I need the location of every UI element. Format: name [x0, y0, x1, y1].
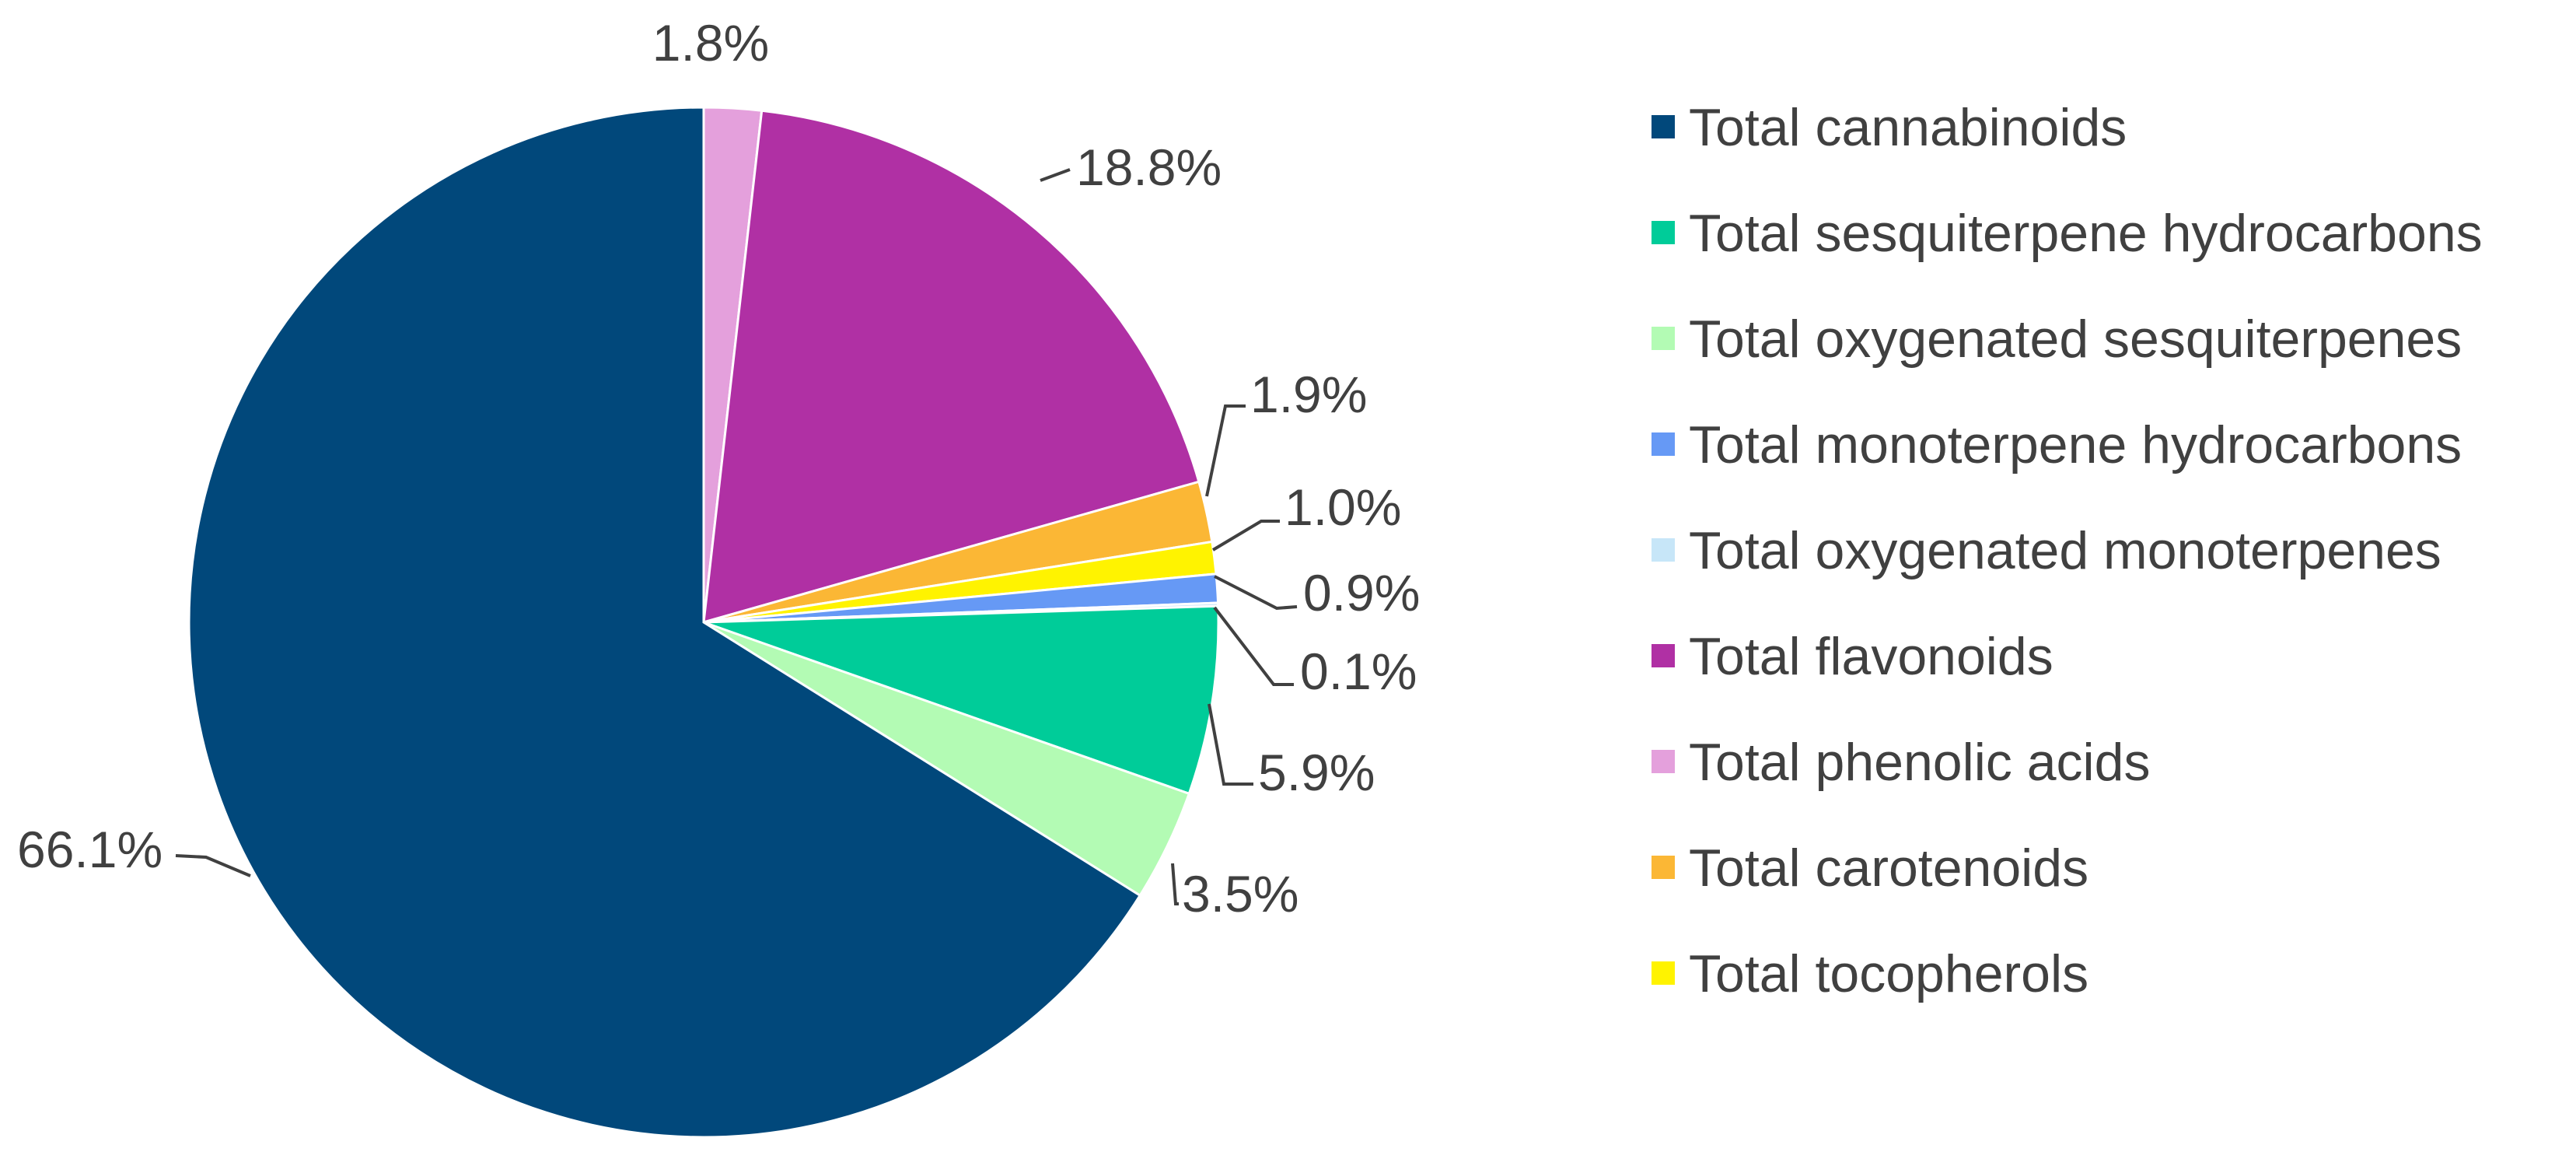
legend-swatch-total-carotenoids	[1652, 856, 1675, 879]
data-label-total-carotenoids: 1.9%	[1250, 366, 1367, 423]
leader-line-total-flavonoids	[1040, 168, 1071, 182]
legend-item-total-carotenoids: Total carotenoids	[1652, 839, 2088, 898]
legend-swatch-total-sesquiterpene-hydrocarbons	[1652, 221, 1675, 244]
data-label-total-oxygenated-monoterpenes: 0.1%	[1300, 643, 1417, 700]
pie-slice-total-flavonoids	[702, 109, 1201, 625]
leader-line-total-tocopherols	[1211, 520, 1280, 551]
data-label-total-sesquiterpene-hydrocarbons: 5.9%	[1258, 744, 1375, 801]
data-label-total-phenolic-acids: 1.8%	[652, 14, 769, 72]
leader-line-total-oxygenated-sesquiterpenes	[1171, 863, 1179, 905]
legend-item-total-flavonoids: Total flavonoids	[1652, 627, 2053, 686]
percentage-labels: 1.8% 18.8% 1.9% 1.0% 0.9% 0.1% 5.9% 3.5% 66.1%	[17, 14, 1420, 923]
legend-swatch-total-oxygenated-monoterpenes	[1652, 538, 1675, 562]
label-leader-lines	[175, 168, 1298, 905]
legend-label-total-phenolic-acids: Total phenolic acids	[1689, 733, 2150, 792]
legend-item-total-tocopherols: Total tocopherols	[1652, 944, 2088, 1003]
leader-line-total-oxygenated-monoterpenes	[1213, 606, 1294, 686]
legend-label-total-flavonoids: Total flavonoids	[1689, 627, 2053, 686]
legend-swatch-total-phenolic-acids	[1652, 750, 1675, 773]
legend-label-total-monoterpene-hydrocarbons: Total monoterpene hydrocarbons	[1689, 415, 2462, 474]
legend-swatch-total-oxygenated-sesquiterpenes	[1652, 327, 1675, 350]
data-label-total-flavonoids: 18.8%	[1076, 138, 1222, 196]
legend-swatch-total-flavonoids	[1652, 644, 1675, 667]
leader-line-total-sesquiterpene-hydrocarbons	[1208, 703, 1253, 786]
legend-item-total-cannabinoids: Total cannabinoids	[1652, 98, 2127, 157]
pie-slice-total-sesquiterpene-hydrocarbons	[703, 604, 1220, 796]
legend-label-total-cannabinoids: Total cannabinoids	[1689, 98, 2127, 157]
legend-label-total-carotenoids: Total carotenoids	[1689, 839, 2088, 898]
legend-item-total-oxygenated-monoterpenes: Total oxygenated monoterpenes	[1652, 521, 2441, 580]
legend: Total cannabinoids Total sesquiterpene hy…	[1652, 98, 2483, 1003]
legend-label-total-oxygenated-monoterpenes: Total oxygenated monoterpenes	[1689, 521, 2441, 580]
data-label-total-tocopherols: 1.0%	[1285, 478, 1401, 536]
legend-label-total-oxygenated-sesquiterpenes: Total oxygenated sesquiterpenes	[1689, 310, 2462, 369]
leader-line-total-carotenoids	[1205, 404, 1246, 497]
legend-item-total-oxygenated-sesquiterpenes: Total oxygenated sesquiterpenes	[1652, 310, 2462, 369]
legend-swatch-total-tocopherols	[1652, 961, 1675, 985]
leader-line-total-cannabinoids	[175, 854, 251, 877]
legend-label-total-tocopherols: Total tocopherols	[1689, 944, 2088, 1003]
data-label-total-cannabinoids: 66.1%	[17, 821, 163, 878]
pie-slice-total-cannabinoids	[187, 106, 1142, 1139]
legend-swatch-total-monoterpene-hydrocarbons	[1652, 432, 1675, 456]
legend-item-total-monoterpene-hydrocarbons: Total monoterpene hydrocarbons	[1652, 415, 2462, 474]
legend-swatch-total-cannabinoids	[1652, 115, 1675, 138]
data-label-total-monoterpene-hydrocarbons: 0.9%	[1303, 564, 1420, 622]
leader-line-total-monoterpene-hydrocarbons	[1214, 575, 1298, 611]
legend-item-total-phenolic-acids: Total phenolic acids	[1652, 733, 2150, 792]
pie-slices	[187, 106, 1220, 1139]
data-label-total-oxygenated-sesquiterpenes: 3.5%	[1182, 865, 1298, 923]
legend-item-total-sesquiterpene-hydrocarbons: Total sesquiterpene hydrocarbons	[1652, 204, 2483, 263]
legend-label-total-sesquiterpene-hydrocarbons: Total sesquiterpene hydrocarbons	[1689, 204, 2483, 263]
